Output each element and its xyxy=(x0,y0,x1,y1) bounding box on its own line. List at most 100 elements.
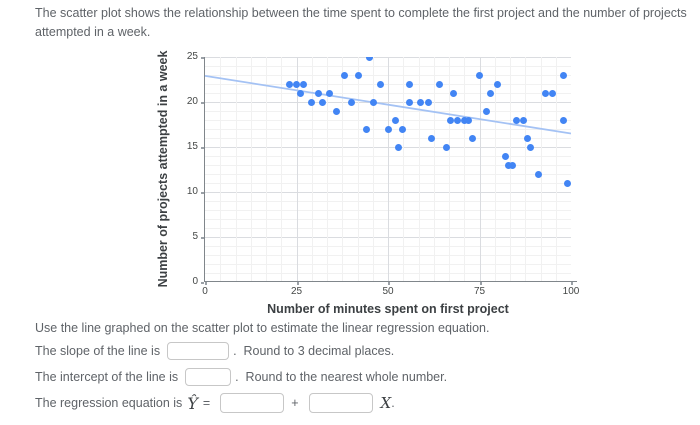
scatter-dot xyxy=(486,89,494,97)
x-tick-mark xyxy=(388,282,390,285)
equation-intercept-input[interactable] xyxy=(220,393,285,413)
scatter-dot xyxy=(465,116,473,124)
equation-label: The regression equation is xyxy=(35,396,183,410)
scatter-dot xyxy=(435,80,443,88)
y-tick-label: 25 xyxy=(186,51,198,62)
y-axis-line xyxy=(204,57,205,282)
scatter-dot xyxy=(391,116,399,124)
equation-period: . xyxy=(391,396,395,410)
equation-line: The regression equation is Ŷ = + X. xyxy=(35,393,395,413)
scatter-dot xyxy=(399,125,407,133)
y-tick-label: 5 xyxy=(192,231,198,242)
scatter-dot xyxy=(468,134,476,142)
x-tick-label: 100 xyxy=(562,286,580,297)
scatter-dot xyxy=(333,107,341,115)
gridline xyxy=(388,57,389,282)
scatter-dot xyxy=(318,98,326,106)
scatter-dot xyxy=(428,134,436,142)
scatter-dot xyxy=(461,116,469,124)
plot-area xyxy=(205,57,571,282)
gridline xyxy=(494,57,496,282)
x-axis-line xyxy=(204,281,577,282)
scatter-dot xyxy=(325,89,333,97)
intercept-line: The intercept of the line is . Round to t… xyxy=(35,368,447,386)
gridline xyxy=(418,57,420,282)
y-tick-mark xyxy=(201,192,204,194)
intro-text: The scatter plot shows the relationship … xyxy=(35,6,687,39)
gridline xyxy=(342,57,344,282)
gridline xyxy=(479,57,481,282)
slope-line: The slope of the line is . Round to 3 dec… xyxy=(35,342,394,360)
scatter-dot xyxy=(369,98,377,106)
scatter-dot xyxy=(355,71,363,79)
gridline xyxy=(327,57,328,282)
slope-after-text: . Round to 3 decimal places. xyxy=(233,344,395,358)
gridline xyxy=(510,57,511,282)
scatter-dot xyxy=(523,134,531,142)
y-tick-mark xyxy=(201,147,204,149)
scatter-dot xyxy=(424,98,432,106)
intercept-label: The intercept of the line is xyxy=(35,370,179,384)
trend-line xyxy=(205,75,571,135)
gridline xyxy=(525,57,527,282)
y-tick-mark xyxy=(201,57,204,59)
scatter-dot xyxy=(549,89,557,97)
gridline xyxy=(449,57,450,282)
gridline xyxy=(281,57,283,282)
y-tick-mark xyxy=(201,282,204,284)
instruction-text: Use the line graphed on the scatter plot… xyxy=(35,321,490,335)
equation-slope-input[interactable] xyxy=(308,393,373,413)
scatter-dot xyxy=(446,116,454,124)
y-tick-label: 0 xyxy=(192,276,198,287)
scatter-dot xyxy=(285,80,293,88)
scatter-dot xyxy=(483,107,491,115)
x-tick-mark xyxy=(571,282,573,285)
scatter-dot xyxy=(377,80,385,88)
scatter-dot xyxy=(366,57,374,61)
gridline xyxy=(372,57,374,282)
gridline xyxy=(464,57,466,282)
scatter-dot xyxy=(527,143,535,151)
instruction-line: Use the line graphed on the scatter plot… xyxy=(35,321,489,335)
scatter-dot xyxy=(534,170,542,178)
gridline xyxy=(357,57,359,282)
scatter-dot xyxy=(307,98,315,106)
scatter-dot xyxy=(417,98,425,106)
gridline xyxy=(540,57,542,282)
scatter-dot xyxy=(296,89,304,97)
x-tick-label: 25 xyxy=(290,286,303,297)
scatter-dot xyxy=(501,152,509,160)
scatter-dot xyxy=(541,89,549,97)
gridline xyxy=(311,57,313,282)
y-tick-label: 10 xyxy=(186,186,198,197)
x-tick-mark xyxy=(296,282,299,285)
plus-sign: + xyxy=(291,396,299,410)
scatter-dot xyxy=(362,125,370,133)
scatter-dot xyxy=(476,71,483,79)
scatter-dot xyxy=(454,116,462,124)
scatter-dot xyxy=(347,98,355,106)
gridline xyxy=(250,57,252,282)
scatter-dot xyxy=(512,116,520,124)
scatter-dot xyxy=(560,116,568,124)
y-tick-label: 20 xyxy=(186,96,198,107)
y-axis-title: Number of projects attempted in a week xyxy=(156,50,170,288)
slope-label: The slope of the line is xyxy=(35,344,161,358)
scatter-dot xyxy=(494,80,502,88)
slope-input[interactable] xyxy=(167,342,230,360)
gridline xyxy=(235,57,237,282)
scatter-plot: Number of projects attempted in a week 0… xyxy=(156,50,580,316)
scatter-dot xyxy=(450,89,458,97)
gridline xyxy=(266,57,267,282)
intercept-input[interactable] xyxy=(185,368,232,386)
x-tick-mark xyxy=(479,282,482,285)
scatter-dot xyxy=(340,71,348,79)
y-hat-symbol: Ŷ xyxy=(187,393,198,413)
scatter-dot xyxy=(314,89,322,97)
scatter-dot xyxy=(560,71,568,79)
x-axis-title: Number of minutes spent on first project xyxy=(267,302,509,316)
scatter-dot xyxy=(505,161,513,169)
gridline xyxy=(220,57,222,282)
y-tick-mark xyxy=(201,102,204,104)
